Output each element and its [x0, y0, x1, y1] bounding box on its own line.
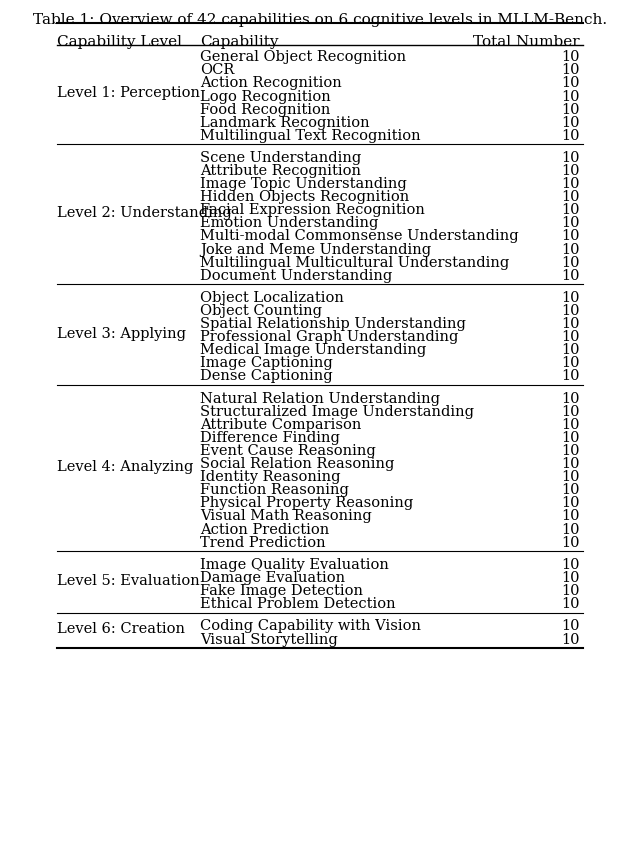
Text: Image Captioning: Image Captioning — [200, 356, 333, 371]
Text: 10: 10 — [561, 217, 580, 230]
Text: Multilingual Text Recognition: Multilingual Text Recognition — [200, 129, 420, 143]
Text: Damage Evaluation: Damage Evaluation — [200, 571, 345, 585]
Text: Landmark Recognition: Landmark Recognition — [200, 116, 369, 129]
Text: 10: 10 — [561, 483, 580, 497]
Text: 10: 10 — [561, 269, 580, 283]
Text: Identity Reasoning: Identity Reasoning — [200, 470, 340, 484]
Text: Event Cause Reasoning: Event Cause Reasoning — [200, 444, 376, 458]
Text: Dense Captioning: Dense Captioning — [200, 370, 332, 383]
Text: Table 1: Overview of 42 capabilities on 6 cognitive levels in MLLM-Bench.: Table 1: Overview of 42 capabilities on … — [33, 14, 607, 27]
Text: Facial Expression Recognition: Facial Expression Recognition — [200, 203, 425, 217]
Text: 10: 10 — [561, 177, 580, 191]
Text: OCR: OCR — [200, 63, 234, 77]
Text: Trend Prediction: Trend Prediction — [200, 536, 325, 550]
Text: 10: 10 — [561, 63, 580, 77]
Text: Natural Relation Understanding: Natural Relation Understanding — [200, 392, 440, 406]
Text: 10: 10 — [561, 457, 580, 471]
Text: Action Recognition: Action Recognition — [200, 76, 342, 91]
Text: 10: 10 — [561, 76, 580, 91]
Text: 10: 10 — [561, 50, 580, 64]
Text: Scene Understanding: Scene Understanding — [200, 151, 361, 165]
Text: Multi-modal Commonsense Understanding: Multi-modal Commonsense Understanding — [200, 229, 518, 244]
Text: 10: 10 — [561, 497, 580, 510]
Text: 10: 10 — [561, 151, 580, 165]
Text: 10: 10 — [561, 90, 580, 103]
Text: Social Relation Reasoning: Social Relation Reasoning — [200, 457, 394, 471]
Text: 10: 10 — [561, 317, 580, 331]
Text: Logo Recognition: Logo Recognition — [200, 90, 330, 103]
Text: 10: 10 — [561, 470, 580, 484]
Text: Level 1: Perception: Level 1: Perception — [57, 85, 200, 100]
Text: Joke and Meme Understanding: Joke and Meme Understanding — [200, 243, 431, 256]
Text: 10: 10 — [561, 356, 580, 371]
Text: Capability Level: Capability Level — [57, 36, 182, 49]
Text: 10: 10 — [561, 392, 580, 406]
Text: 10: 10 — [561, 633, 580, 646]
Text: Attribute Recognition: Attribute Recognition — [200, 164, 361, 179]
Text: Physical Property Reasoning: Physical Property Reasoning — [200, 497, 413, 510]
Text: Level 3: Applying: Level 3: Applying — [57, 327, 186, 340]
Text: Difference Finding: Difference Finding — [200, 431, 340, 445]
Text: Function Reasoning: Function Reasoning — [200, 483, 349, 497]
Text: Total Number: Total Number — [474, 36, 580, 49]
Text: Coding Capability with Vision: Coding Capability with Vision — [200, 619, 420, 634]
Text: Level 2: Understanding: Level 2: Understanding — [57, 206, 232, 220]
Text: Level 4: Analyzing: Level 4: Analyzing — [57, 460, 193, 474]
Text: Hidden Objects Recognition: Hidden Objects Recognition — [200, 190, 409, 204]
Text: Action Prediction: Action Prediction — [200, 523, 329, 536]
Text: 10: 10 — [561, 229, 580, 244]
Text: 10: 10 — [561, 343, 580, 357]
Text: Spatial Relationship Understanding: Spatial Relationship Understanding — [200, 317, 466, 331]
Text: Emotion Understanding: Emotion Understanding — [200, 217, 378, 230]
Text: 10: 10 — [561, 431, 580, 445]
Text: 10: 10 — [561, 243, 580, 256]
Text: Capability: Capability — [200, 36, 278, 49]
Text: 10: 10 — [561, 558, 580, 572]
Text: 10: 10 — [561, 164, 580, 179]
Text: Attribute Comparison: Attribute Comparison — [200, 418, 361, 432]
Text: Fake Image Detection: Fake Image Detection — [200, 584, 363, 598]
Text: 10: 10 — [561, 509, 580, 524]
Text: Professional Graph Understanding: Professional Graph Understanding — [200, 330, 458, 344]
Text: Level 5: Evaluation: Level 5: Evaluation — [57, 574, 200, 588]
Text: 10: 10 — [561, 571, 580, 585]
Text: Food Recognition: Food Recognition — [200, 102, 330, 117]
Text: 10: 10 — [561, 255, 580, 270]
Text: Object Counting: Object Counting — [200, 304, 322, 318]
Text: Document Understanding: Document Understanding — [200, 269, 392, 283]
Text: 10: 10 — [561, 102, 580, 117]
Text: 10: 10 — [561, 291, 580, 305]
Text: 10: 10 — [561, 597, 580, 611]
Text: Image Topic Understanding: Image Topic Understanding — [200, 177, 406, 191]
Text: Image Quality Evaluation: Image Quality Evaluation — [200, 558, 388, 572]
Text: 10: 10 — [561, 523, 580, 536]
Text: Visual Storytelling: Visual Storytelling — [200, 633, 337, 646]
Text: Structuralized Image Understanding: Structuralized Image Understanding — [200, 405, 474, 419]
Text: 10: 10 — [561, 370, 580, 383]
Text: 10: 10 — [561, 304, 580, 318]
Text: 10: 10 — [561, 444, 580, 458]
Text: Ethical Problem Detection: Ethical Problem Detection — [200, 597, 396, 611]
Text: 10: 10 — [561, 418, 580, 432]
Text: 10: 10 — [561, 330, 580, 344]
Text: Visual Math Reasoning: Visual Math Reasoning — [200, 509, 372, 524]
Text: 10: 10 — [561, 584, 580, 598]
Text: 10: 10 — [561, 116, 580, 129]
Text: 10: 10 — [561, 203, 580, 217]
Text: Medical Image Understanding: Medical Image Understanding — [200, 343, 426, 357]
Text: 10: 10 — [561, 190, 580, 204]
Text: Level 6: Creation: Level 6: Creation — [57, 623, 185, 636]
Text: 10: 10 — [561, 129, 580, 143]
Text: Multilingual Multicultural Understanding: Multilingual Multicultural Understanding — [200, 255, 509, 270]
Text: 10: 10 — [561, 405, 580, 419]
Text: 10: 10 — [561, 536, 580, 550]
Text: General Object Recognition: General Object Recognition — [200, 50, 406, 64]
Text: Object Localization: Object Localization — [200, 291, 344, 305]
Text: 10: 10 — [561, 619, 580, 634]
